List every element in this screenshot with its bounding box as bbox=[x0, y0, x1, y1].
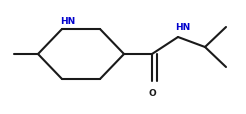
Text: O: O bbox=[148, 89, 156, 98]
Text: HN: HN bbox=[175, 23, 191, 32]
Text: HN: HN bbox=[60, 17, 76, 26]
